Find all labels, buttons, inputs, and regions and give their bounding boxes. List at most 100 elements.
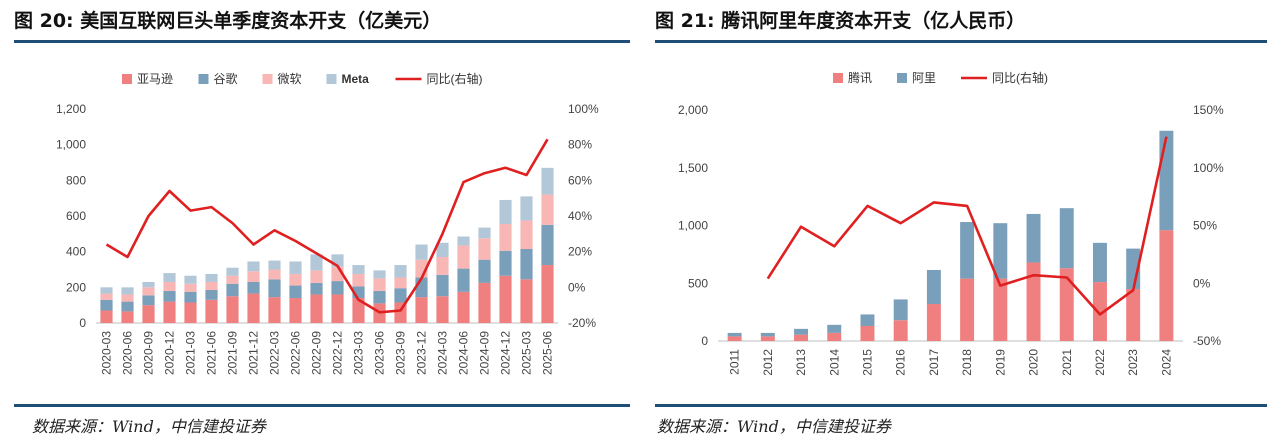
bar-segment [894, 320, 908, 341]
bar-segment [163, 282, 175, 291]
x-tick-label: 2013 [794, 349, 808, 376]
x-tick-label: 2016 [894, 349, 908, 376]
legend-label: 腾讯 [848, 70, 872, 85]
y-tick-label: 500 [688, 276, 708, 290]
x-tick-label: 2022-09 [310, 331, 324, 375]
x-tick-label: 2011 [728, 349, 742, 375]
bar-segment [960, 279, 974, 341]
bar-segment [352, 274, 364, 286]
y-tick-label: 0 [701, 334, 708, 348]
bar-segment [373, 270, 385, 278]
bar-segment [761, 336, 775, 341]
bar-segment [499, 224, 511, 251]
y2-tick-label: -50% [1193, 334, 1221, 348]
bar-segment [142, 295, 154, 305]
bar-segment [289, 298, 301, 323]
legend-swatch [833, 73, 843, 83]
x-tick-label: 2020 [1027, 349, 1041, 376]
top-divider [655, 40, 1267, 43]
x-tick-label: 2018 [960, 349, 974, 376]
bar-segment [121, 294, 133, 301]
bar-segment [436, 257, 448, 275]
bar-segment [794, 335, 808, 341]
top-divider [14, 40, 630, 43]
bar-segment [499, 200, 511, 224]
y-tick-label: 600 [66, 209, 86, 223]
x-tick-label: 2021-06 [205, 331, 219, 375]
y2-tick-label: 60% [568, 173, 592, 187]
x-tick-label: 2023 [1126, 349, 1140, 376]
bar-segment [1126, 289, 1140, 341]
bar-segment [457, 292, 469, 323]
bar-segment [184, 284, 196, 292]
x-tick-label: 2017 [927, 349, 941, 376]
bar-segment [478, 228, 490, 239]
bar-segment [927, 270, 941, 304]
bottom-divider [14, 404, 630, 407]
bar-segment [860, 314, 874, 326]
y2-tick-label: -20% [568, 316, 596, 330]
bar-segment [121, 311, 133, 323]
bar-segment [100, 300, 112, 311]
y2-tick-label: 20% [568, 245, 592, 259]
bar-segment [541, 168, 553, 195]
bar-segment [520, 220, 532, 249]
bar-segment [373, 278, 385, 290]
x-tick-label: 2022 [1093, 349, 1107, 376]
bar-segment [310, 270, 322, 282]
bar-segment [247, 282, 259, 294]
bar-segment [268, 270, 280, 280]
legend-label: 同比(右轴) [992, 70, 1048, 85]
x-tick-label: 2015 [860, 349, 874, 376]
x-tick-label: 2022-03 [268, 331, 282, 375]
legend-swatch [327, 74, 337, 84]
chart-title: 图 20: 美国互联网巨头单季度资本开支（亿美元） [14, 6, 441, 33]
y2-tick-label: 100% [568, 102, 599, 116]
y2-tick-label: 40% [568, 209, 592, 223]
capex-quarterly-chart: 0 200 400 600 800 1,000 1,200 -20% 0% 20% 40% 60% 80… [0, 50, 630, 400]
bar-segment [394, 288, 406, 302]
bar-segment [541, 225, 553, 265]
x-tick-label: 2020-12 [163, 331, 177, 375]
bar-segment [142, 305, 154, 323]
x-tick-label: 2024-06 [457, 331, 471, 375]
y2-tick-label: 0% [568, 280, 586, 294]
bar-segment [478, 238, 490, 259]
x-tick-label: 2020-03 [100, 331, 114, 375]
bar-segment [205, 300, 217, 323]
bar-segment [499, 251, 511, 276]
bar-segment [226, 276, 238, 284]
bar-segment [960, 222, 974, 279]
bar-segment [499, 276, 511, 323]
bar-segment [394, 265, 406, 277]
bar-segment [1060, 208, 1074, 268]
y-tick-label: 800 [66, 173, 86, 187]
x-tick-label: 2023-06 [373, 331, 387, 375]
y-tick-label: 400 [66, 245, 86, 259]
y-tick-label: 2,000 [678, 103, 708, 117]
bar-segment [163, 302, 175, 323]
legend-label: 微软 [278, 72, 302, 86]
capex-annual-chart: 05001,0001,5002,000-50%0%50%100%150%2011… [655, 50, 1280, 400]
bar-segment [163, 273, 175, 282]
bar-segment [860, 326, 874, 341]
x-tick-label: 2025-03 [520, 331, 534, 375]
bar-segment [520, 249, 532, 279]
bar-segment [415, 297, 427, 323]
bar-segment [728, 336, 742, 341]
bar-segment [100, 287, 112, 293]
bar-segment [121, 302, 133, 312]
legend-label: 谷歌 [214, 71, 238, 86]
bar-segment [142, 287, 154, 295]
y2-tick-label: 50% [1193, 219, 1217, 233]
bar-segment [331, 294, 343, 323]
bar-segment [310, 283, 322, 295]
bar-segment [121, 287, 133, 294]
x-tick-label: 2023-03 [352, 331, 366, 375]
bar-segment [184, 302, 196, 323]
bar-segment [436, 275, 448, 296]
x-tick-label: 2024-12 [499, 331, 513, 375]
source-note: 数据来源：Wind，中信建投证券 [32, 413, 266, 437]
bar-segment [373, 291, 385, 303]
bar-segment [520, 196, 532, 220]
